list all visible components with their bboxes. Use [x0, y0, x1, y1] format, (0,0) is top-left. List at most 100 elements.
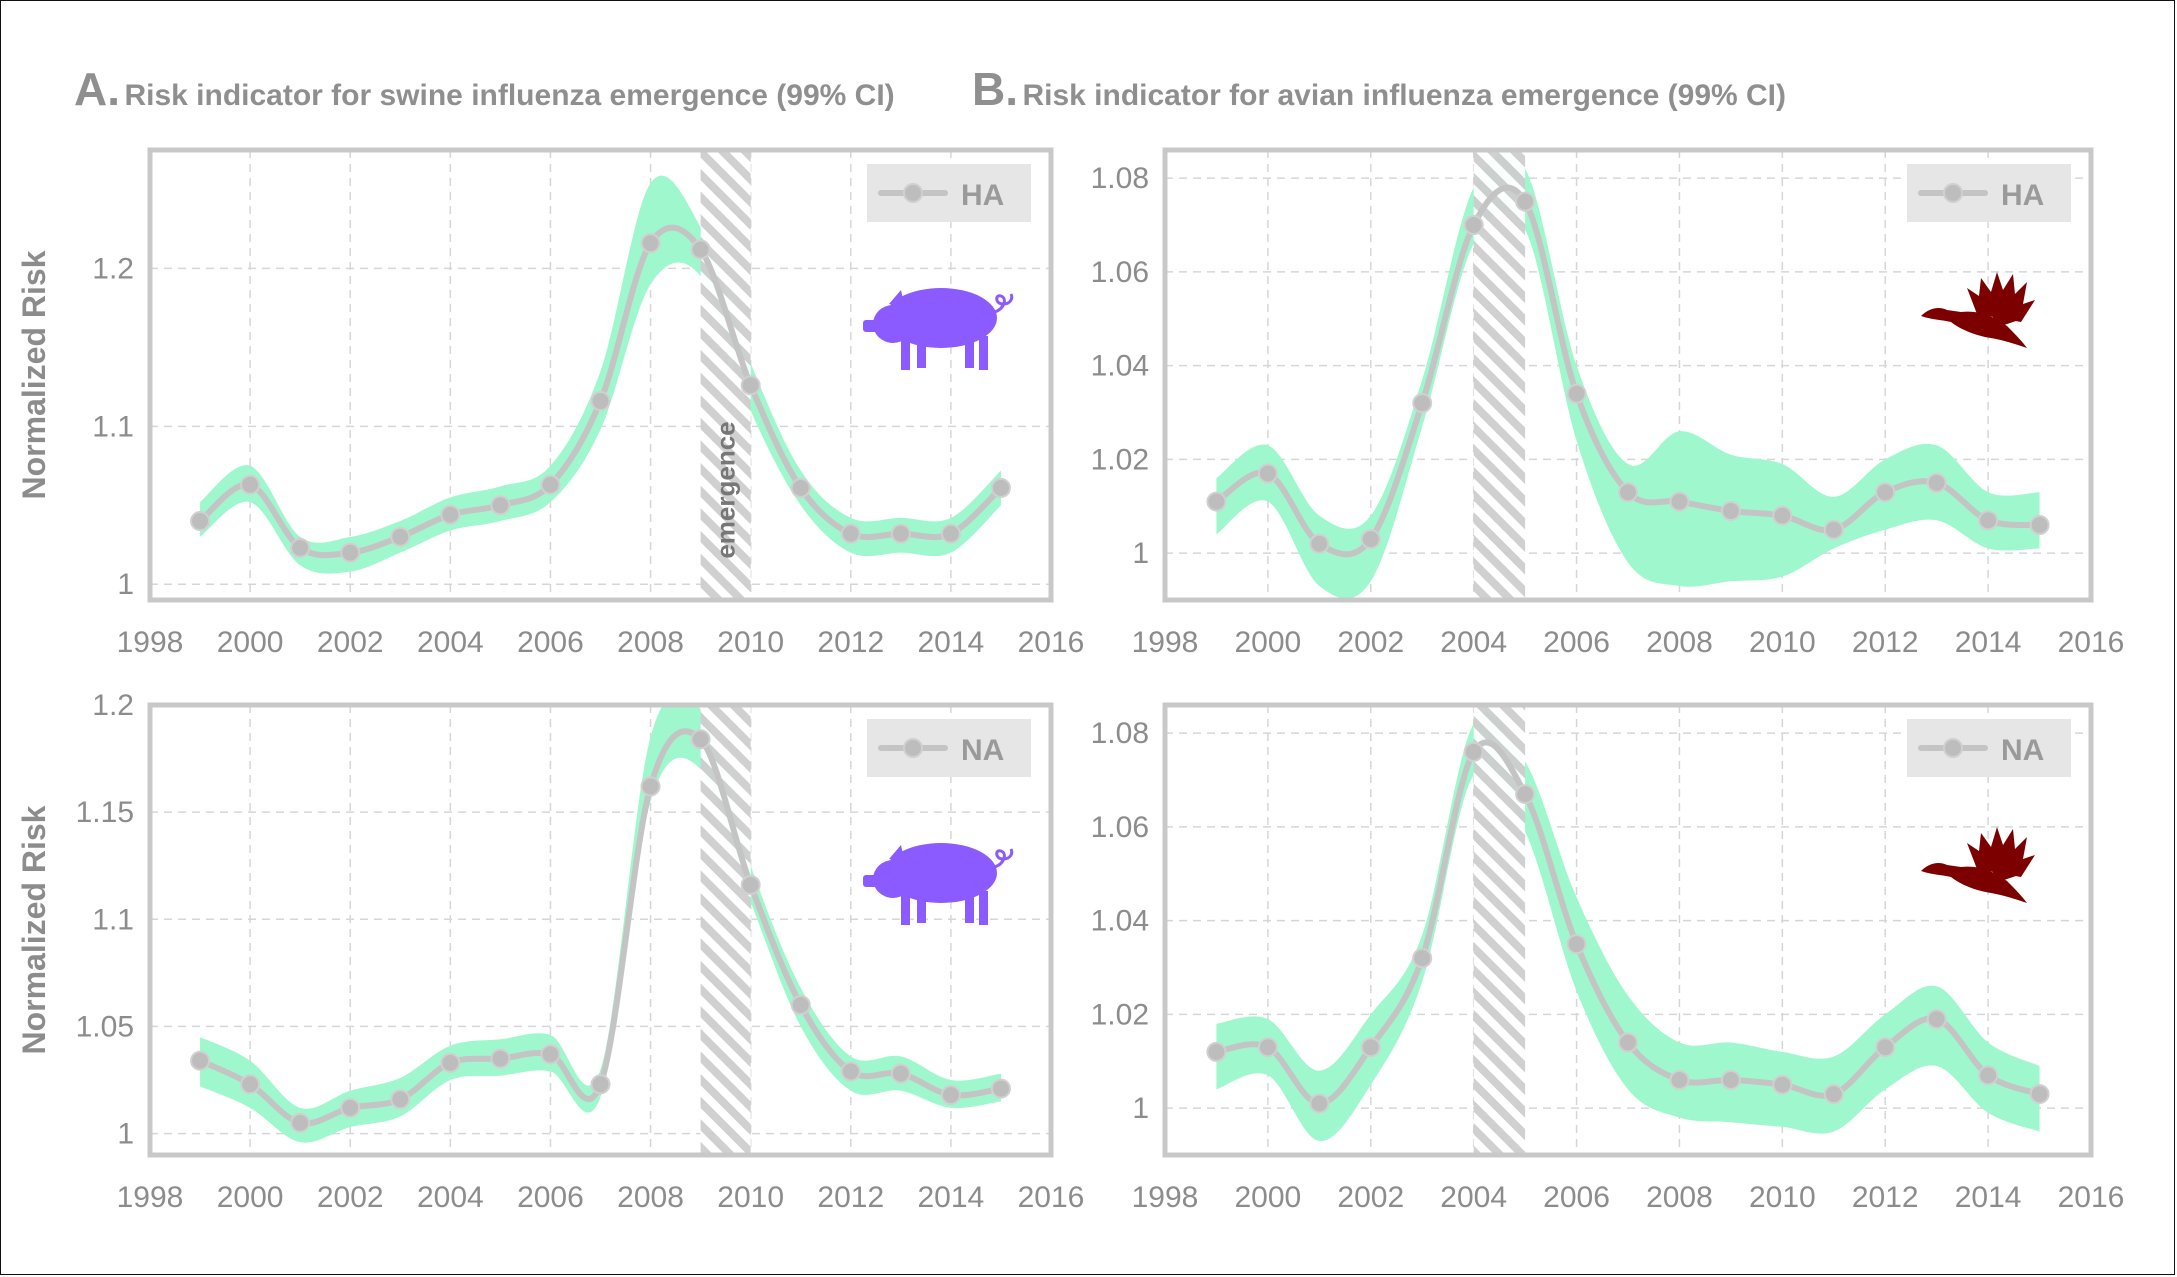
x-tick-label: 2004: [1440, 1181, 1507, 1214]
data-point: [1618, 482, 1638, 503]
x-tick-label: 2006: [517, 1181, 584, 1214]
x-tick-label: 2016: [1018, 626, 1085, 659]
data-point: [790, 477, 811, 498]
data-point: [1206, 1041, 1227, 1062]
data-point: [1823, 519, 1844, 540]
x-tick-label: 2000: [217, 626, 284, 659]
data-point: [440, 1052, 461, 1073]
data-point: [1309, 1093, 1330, 1114]
confidence-band: [200, 175, 1001, 574]
x-tick-label: 2012: [1852, 1181, 1919, 1214]
y-tick-label: 1.08: [1091, 717, 1149, 750]
x-tick-label: 2008: [1646, 626, 1713, 659]
y-tick-label: 1.1: [92, 903, 134, 936]
chart-panel-swine-ha: emergence HA 1998 2000 2002 2004 2006 2008 2010 2…: [16, 147, 1085, 659]
x-tick-label: 2002: [1337, 1181, 1404, 1214]
y-tick-label: 1.08: [1091, 162, 1149, 195]
emergence-region: [1473, 150, 1526, 600]
pig-leg: [917, 891, 926, 923]
duck-icon: [1921, 272, 2035, 348]
x-axis: 1998 2000 2002 2004 2006 2008 2010 2012 2014 2016: [1132, 626, 2125, 659]
x-tick-label: 2004: [417, 626, 484, 659]
x-tick-label: 2002: [1337, 626, 1404, 659]
confidence-band: [1216, 152, 2040, 599]
data-point: [890, 1063, 911, 1084]
x-tick-label: 2014: [1955, 1181, 2022, 1214]
legend-marker: [1943, 183, 1963, 203]
axes-frame: [147, 147, 1054, 603]
data-point: [1669, 1070, 1690, 1090]
data-point: [1875, 1037, 1896, 1058]
legend: HA: [867, 164, 1031, 222]
x-tick-label: 1998: [1132, 1181, 1199, 1214]
pig-ear: [889, 845, 905, 863]
panel-a-letter: A.: [74, 63, 120, 115]
pig-body: [885, 843, 997, 903]
plot-area: [1206, 705, 2050, 1155]
plot-area: [190, 150, 1011, 600]
y-axis: 1 1.02 1.04 1.06 1.08: [1091, 717, 1149, 1125]
data-point: [940, 523, 961, 544]
pig-leg: [917, 336, 926, 368]
legend: HA: [1907, 164, 2071, 222]
x-tick-label: 1998: [117, 626, 184, 659]
data-point: [1618, 1032, 1638, 1053]
x-tick-label: 2010: [1749, 1181, 1816, 1214]
emergence-region: [700, 705, 751, 1155]
chart-panel-avian-na: NA 1998 2000 2002 2004 2006 2008 2010 2012 2014 20…: [1091, 702, 2125, 1214]
data-point: [1926, 472, 1947, 493]
data-point: [1772, 1074, 1793, 1095]
x-tick-label: 2006: [1543, 1181, 1610, 1214]
data-point: [440, 504, 461, 525]
x-tick-label: 2008: [617, 1181, 684, 1214]
data-point: [1360, 529, 1381, 550]
x-tick-label: 2000: [1235, 626, 1302, 659]
y-tick-label: 1.04: [1091, 905, 1149, 938]
data-point: [1412, 948, 1433, 969]
x-tick-label: 2004: [1440, 626, 1507, 659]
y-tick-label: 1.06: [1091, 811, 1149, 844]
x-tick-label: 2002: [317, 626, 384, 659]
data-point: [990, 477, 1011, 498]
y-tick-label: 1.02: [1091, 998, 1149, 1031]
y-tick-label: 1.2: [92, 689, 134, 722]
data-point: [1309, 533, 1330, 554]
pig-body: [885, 288, 997, 348]
data-point: [390, 526, 411, 547]
x-axis: 1998 2000 2002 2004 2006 2008 2010 2012 2014 2016: [1132, 1181, 2125, 1214]
y-tick-label: 1.05: [76, 1010, 134, 1043]
x-tick-label: 2012: [1852, 626, 1919, 659]
chart-panel-swine-na: NA 1998 2000 2002 2004 2006 2008 2010 2012 2014 20…: [16, 689, 1084, 1214]
x-tick-label: 2010: [1749, 626, 1816, 659]
x-tick-label: 2016: [2058, 1181, 2125, 1214]
confidence-band: [1216, 713, 2040, 1141]
data-point: [1257, 1037, 1278, 1058]
data-point: [390, 1089, 411, 1110]
y-axis-title: Normalized Risk: [16, 250, 52, 499]
data-point: [1360, 1037, 1381, 1058]
data-point: [740, 875, 761, 895]
plot-area: [190, 705, 1011, 1155]
x-tick-label: 1998: [117, 1181, 184, 1214]
data-point: [1566, 934, 1587, 955]
data-point: [1978, 1065, 1999, 1086]
data-point: [490, 495, 511, 516]
data-point: [840, 1061, 861, 1082]
y-tick-label: 1: [1132, 1092, 1149, 1125]
legend-marker: [903, 183, 923, 203]
x-tick-label: 2008: [1646, 1181, 1713, 1214]
panel-a-title-text: Risk indicator for swine influenza emerg…: [124, 79, 895, 112]
y-axis: 1 1.05 1.1 1.15 1.2: [76, 689, 134, 1151]
pig-icon: [863, 288, 1014, 370]
data-point: [1257, 463, 1278, 484]
axes-frame: [147, 702, 1054, 1158]
x-tick-label: 2014: [1955, 626, 2022, 659]
x-tick-label: 2010: [717, 1181, 784, 1214]
x-tick-label: 2014: [918, 626, 985, 659]
x-axis: 1998 2000 2002 2004 2006 2008 2010 2012 2014 2016: [117, 626, 1085, 659]
legend-label: NA: [961, 734, 1004, 767]
chart-panel-avian-ha: HA 1998 2000 2002 2004 2006 2008 2010 2012 2014 20…: [1091, 147, 2125, 659]
y-tick-label: 1.2: [92, 252, 134, 285]
data-point: [1823, 1084, 1844, 1105]
